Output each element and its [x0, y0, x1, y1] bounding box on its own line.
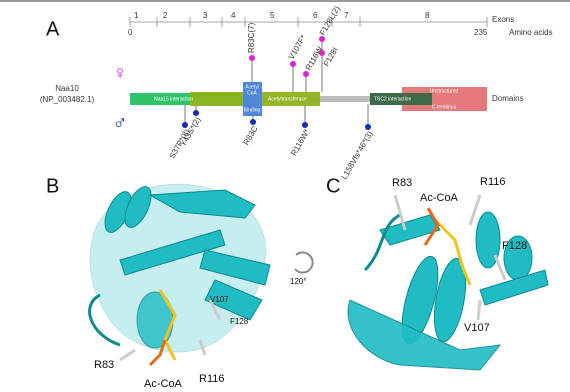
acetyl-coa-domain [243, 82, 262, 116]
residue-label: V107 [210, 295, 229, 304]
panel-label: A [46, 18, 60, 40]
variant-label: F128I [322, 46, 340, 68]
male-dots [182, 110, 371, 130]
female-dots [249, 36, 325, 77]
aa-start: 0 [128, 28, 133, 37]
domains-title: Domains [492, 94, 524, 103]
exon-number: 3 [203, 11, 208, 20]
residue-label: Ac-CoA [420, 192, 459, 204]
domain-label: Acetyl [245, 84, 259, 90]
protein-accession: (NP_003482.1) [40, 95, 95, 104]
variant-label: L158Vfs*46*(3) [340, 129, 375, 181]
female-symbol: ♀ [113, 62, 128, 84]
rotation-arrow [294, 251, 314, 274]
ligand-c [393, 194, 507, 321]
exon-number: 1 [134, 11, 139, 20]
exons-title: Exons [492, 15, 514, 24]
variant-label: R116W* [289, 128, 311, 158]
domain-label: Acetyltransferase [268, 96, 307, 102]
residue-label: V107 [464, 322, 490, 334]
aa-end: 235 [474, 28, 488, 37]
domain-label: TSC2 interaction [374, 96, 411, 102]
residue-label: Ac-CoA [144, 378, 183, 390]
exon-number: 2 [163, 11, 168, 20]
variant-label: V107F* [287, 33, 308, 61]
ligand-b [119, 289, 222, 367]
panel-label: B [46, 175, 59, 197]
residue-label: F128 [502, 240, 527, 252]
exon-number: 6 [313, 11, 318, 20]
variant-label: R83C [242, 124, 260, 146]
naa15-domain-left [130, 93, 190, 105]
domain-label: CoA [247, 90, 257, 96]
residue-label: R116 [480, 176, 505, 188]
tsc2-domain [370, 93, 432, 105]
male-sticks [184, 104, 369, 127]
exon-ruler [129, 17, 488, 27]
rotation-label: 120° [290, 277, 307, 286]
domain-label: Unstructured [430, 88, 459, 94]
residue-label: F128 [230, 317, 249, 326]
variant-label: F128L(2) [318, 4, 342, 37]
domain-label: Binding [244, 107, 261, 113]
domain-label: Naa15 interaction [154, 96, 193, 102]
exon-number: 8 [425, 11, 430, 20]
structure-c [347, 211, 549, 371]
variant-label: R83C(7) [247, 22, 256, 53]
exon-number: 4 [231, 11, 236, 20]
panel-label: C [326, 175, 340, 197]
exon-number: 5 [270, 11, 275, 20]
male-symbol: ♂ [113, 112, 128, 134]
aa-title: Amino acids [509, 28, 553, 37]
residue-label: R116 [199, 373, 224, 385]
residue-label: R83 [392, 177, 412, 189]
residue-label: R83 [94, 359, 114, 371]
domain-label: C-terminus [432, 104, 457, 110]
exon-number: 7 [344, 11, 349, 20]
protein-name: Naa10 [55, 84, 79, 93]
structure-b [88, 183, 271, 353]
